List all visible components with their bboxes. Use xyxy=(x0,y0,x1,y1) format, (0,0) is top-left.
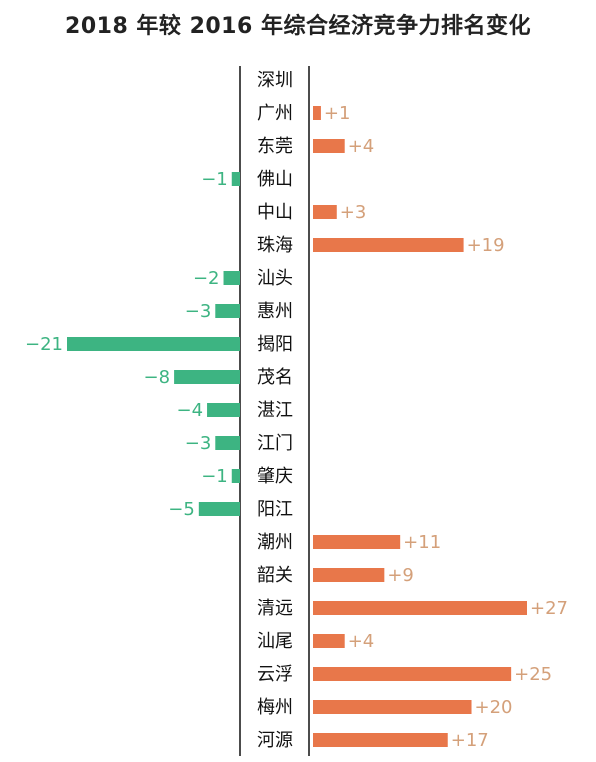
value-label: +3 xyxy=(340,202,367,223)
bar-negative xyxy=(67,337,240,351)
category-label: 云浮 xyxy=(257,664,293,685)
bar-positive xyxy=(313,238,464,252)
bar-negative xyxy=(174,370,240,384)
category-label: 阳江 xyxy=(257,499,293,520)
bar-positive xyxy=(313,667,512,681)
category-label: 东莞 xyxy=(257,136,293,157)
category-label: 茂名 xyxy=(257,367,293,388)
value-label: +9 xyxy=(387,565,414,586)
category-label: 湛江 xyxy=(257,400,293,421)
category-label: 深圳 xyxy=(257,70,293,91)
bar-positive xyxy=(313,700,472,714)
bar-positive xyxy=(313,535,401,549)
bar-negative xyxy=(223,271,240,285)
value-label: −8 xyxy=(144,367,171,388)
value-label: −1 xyxy=(201,466,228,487)
value-label: +17 xyxy=(451,730,489,751)
bar-negative xyxy=(215,304,240,318)
value-label: −3 xyxy=(185,433,212,454)
category-label: 汕头 xyxy=(257,268,293,289)
category-label: 江门 xyxy=(257,433,293,454)
bar-negative xyxy=(215,436,240,450)
value-label: +4 xyxy=(348,631,375,652)
category-label: 清远 xyxy=(257,598,293,619)
category-label: 珠海 xyxy=(257,235,293,256)
bar-positive xyxy=(313,733,448,747)
category-label: 中山 xyxy=(257,202,293,223)
value-label: +27 xyxy=(530,598,568,619)
bar-negative xyxy=(198,502,240,516)
value-label: −1 xyxy=(201,169,228,190)
value-label: +25 xyxy=(514,664,552,685)
value-label: +20 xyxy=(475,697,513,718)
category-label: 佛山 xyxy=(257,169,293,190)
category-label: 广州 xyxy=(257,103,293,124)
bar-negative xyxy=(231,469,240,483)
category-label: 韶关 xyxy=(257,565,293,586)
bar-negative xyxy=(207,403,240,417)
value-label: −5 xyxy=(168,499,195,520)
category-label: 汕尾 xyxy=(257,631,293,652)
value-label: −3 xyxy=(185,301,212,322)
bar-positive xyxy=(313,601,527,615)
bar-positive xyxy=(313,205,337,219)
bar-positive xyxy=(313,139,345,153)
value-label: +11 xyxy=(403,532,441,553)
value-label: −21 xyxy=(25,334,63,355)
category-label: 潮州 xyxy=(257,532,293,553)
value-label: +19 xyxy=(467,235,505,256)
value-label: +4 xyxy=(348,136,375,157)
bar-positive xyxy=(313,568,385,582)
category-label: 惠州 xyxy=(257,301,293,322)
category-label: 揭阳 xyxy=(257,334,293,355)
category-label: 梅州 xyxy=(257,697,293,718)
bar-positive xyxy=(313,634,345,648)
value-label: −4 xyxy=(177,400,204,421)
category-label: 肇庆 xyxy=(257,466,293,487)
value-label: +1 xyxy=(324,103,351,124)
bar-positive xyxy=(313,106,321,120)
bar-negative xyxy=(231,172,240,186)
chart-title: 2018 年较 2016 年综合经济竞争力排名变化 xyxy=(65,14,531,39)
value-label: −2 xyxy=(193,268,220,289)
category-label: 河源 xyxy=(257,730,293,751)
